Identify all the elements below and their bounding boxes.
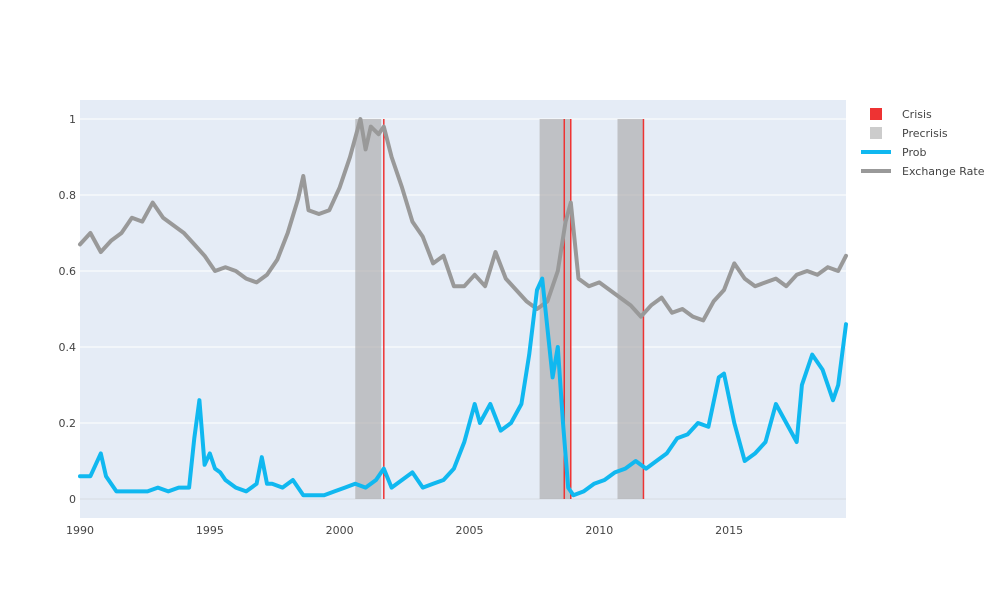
y-axis-ticks: 0 0.2 0.4 0.6 0.8 1 xyxy=(59,113,77,506)
precrisis-band xyxy=(617,119,644,499)
legend-item-exchange-rate[interactable]: Exchange Rate xyxy=(861,165,985,178)
legend-label-crisis: Crisis xyxy=(902,108,932,121)
plot-background xyxy=(80,100,846,518)
x-tick-label: 2015 xyxy=(715,524,743,537)
legend-item-precrisis[interactable]: Precrisis xyxy=(870,127,948,140)
series-line-prob xyxy=(78,276,848,498)
y-tick-label: 0.8 xyxy=(59,189,77,202)
y-tick-label: 0.2 xyxy=(59,417,77,430)
y-tick-label: 0.4 xyxy=(59,341,77,354)
x-tick-label: 1995 xyxy=(196,524,224,537)
legend-swatch-precrisis xyxy=(870,127,882,139)
legend-label-exchange-rate: Exchange Rate xyxy=(902,165,985,178)
x-tick-label: 2010 xyxy=(585,524,613,537)
y-tick-label: 1 xyxy=(69,113,76,126)
x-tick-label: 1990 xyxy=(66,524,94,537)
legend-swatch-crisis xyxy=(870,108,882,120)
series-line-exchange-rate xyxy=(78,117,848,323)
grid-layer xyxy=(80,118,846,500)
legend[interactable]: Crisis Precrisis Prob Exchange Rate xyxy=(861,108,985,178)
legend-item-prob[interactable]: Prob xyxy=(861,146,926,159)
legend-item-crisis[interactable]: Crisis xyxy=(870,108,932,121)
y-tick-label: 0 xyxy=(69,493,76,506)
precrisis-layer xyxy=(355,119,644,499)
x-axis-ticks: 1990 1995 2000 2005 2010 2015 xyxy=(66,524,743,537)
legend-label-prob: Prob xyxy=(902,146,926,159)
y-tick-label: 0.6 xyxy=(59,265,77,278)
legend-label-precrisis: Precrisis xyxy=(902,127,948,140)
precrisis-band xyxy=(355,119,382,499)
series-layer xyxy=(78,117,848,498)
x-tick-label: 2005 xyxy=(455,524,483,537)
x-tick-label: 2000 xyxy=(326,524,354,537)
